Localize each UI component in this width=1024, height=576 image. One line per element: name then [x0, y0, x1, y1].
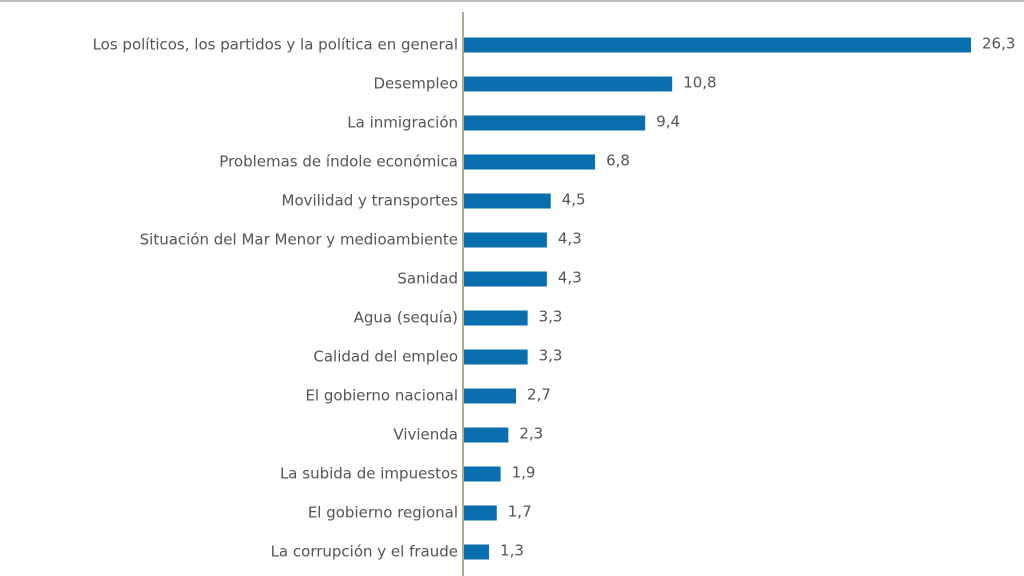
category-label: El gobierno regional [308, 504, 458, 522]
bar [464, 76, 673, 92]
bar [464, 544, 490, 560]
value-label: 3,3 [539, 308, 563, 326]
category-label: Agua (sequía) [354, 309, 458, 327]
category-label: Sanidad [397, 270, 458, 288]
value-label: 2,3 [519, 425, 543, 443]
value-label: 4,3 [558, 230, 582, 248]
bar [464, 505, 497, 521]
category-label: La subida de impuestos [280, 465, 458, 483]
bar [464, 193, 551, 209]
category-label: Situación del Mar Menor y medioambiente [140, 231, 458, 249]
value-label: 6,8 [606, 152, 630, 170]
bar [464, 232, 547, 248]
category-label: La corrupción y el fraude [271, 543, 458, 561]
bar [464, 115, 646, 131]
value-label: 4,3 [558, 269, 582, 287]
category-label: La inmigración [347, 114, 458, 132]
value-label: 26,3 [982, 35, 1015, 53]
category-label: Los políticos, los partidos y la polític… [93, 36, 458, 54]
plot: Los políticos, los partidos y la polític… [93, 35, 1016, 561]
bar [464, 466, 501, 482]
bar [464, 154, 596, 170]
value-label: 1,7 [508, 503, 532, 521]
bar [464, 349, 528, 365]
value-label: 10,8 [683, 74, 716, 92]
bar [464, 427, 509, 443]
value-label: 1,3 [500, 542, 524, 560]
value-label: 2,7 [527, 386, 551, 404]
value-label: 1,9 [512, 464, 536, 482]
category-label: Desempleo [373, 75, 458, 93]
bar [464, 271, 547, 287]
bar [464, 37, 971, 53]
bar [464, 310, 528, 326]
category-label: Problemas de índole económica [219, 153, 458, 171]
category-label: Movilidad y transportes [282, 192, 459, 210]
category-label: Vivienda [393, 426, 458, 444]
value-label: 3,3 [539, 347, 563, 365]
value-label: 4,5 [562, 191, 586, 209]
category-label: Calidad del empleo [313, 348, 458, 366]
value-label: 9,4 [656, 113, 680, 131]
category-label: El gobierno nacional [305, 387, 458, 405]
bar [464, 388, 517, 404]
